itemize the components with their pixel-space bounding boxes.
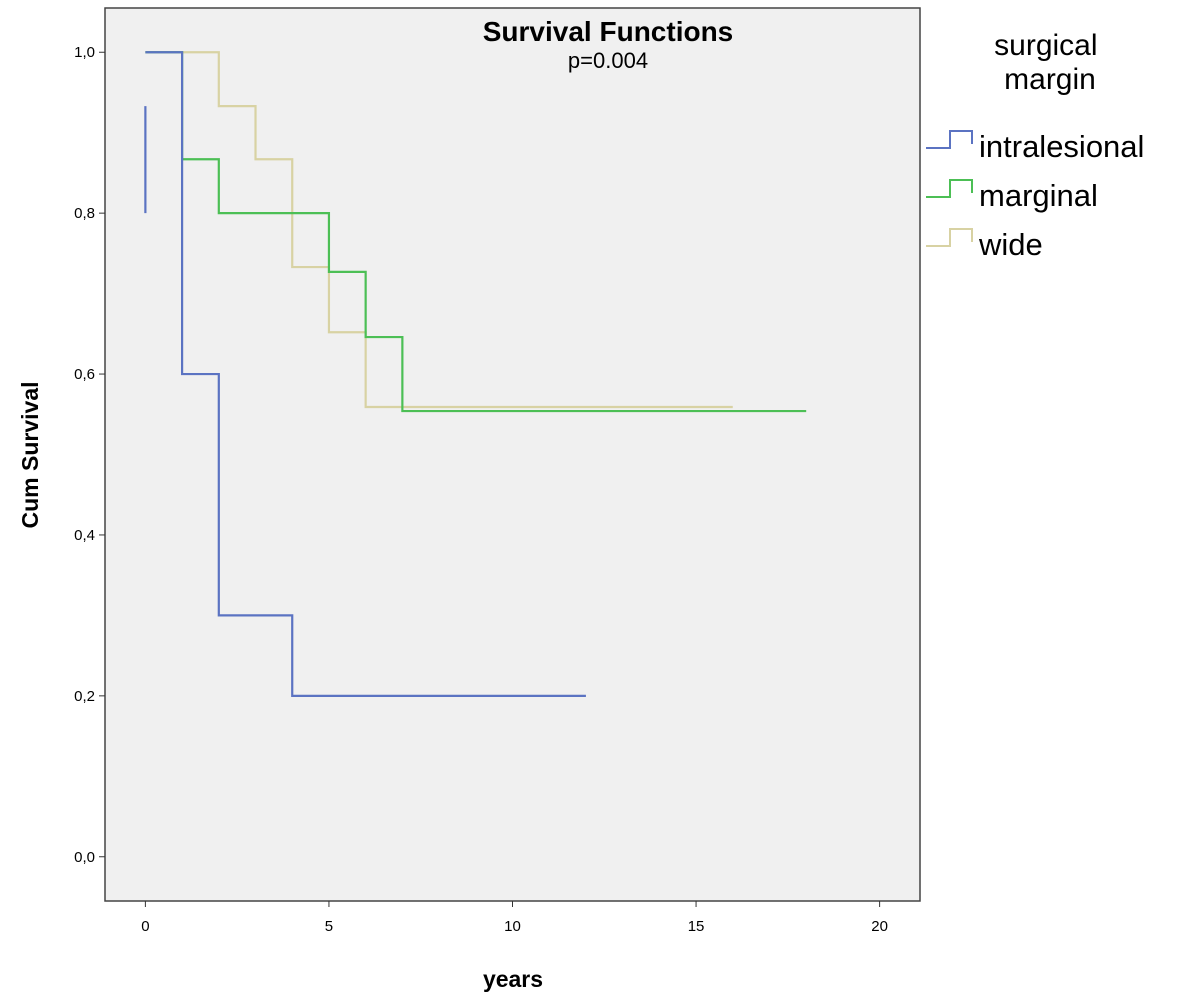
chart-subtitle: p=0.004 [568,48,648,73]
legend-items: intralesional marginal wide [926,129,1144,262]
y-tick-label: 0,4 [74,527,95,544]
x-tick-label: 0 [141,918,149,935]
x-axis: 0 5 10 15 20 [141,901,888,935]
y-tick-label: 1,0 [74,44,95,61]
legend: surgical margin intralesional marginal wid… [926,29,1144,262]
legend-title: surgical margin [994,29,1106,96]
legend-label-marginal: marginal [979,178,1098,213]
plot-area [104,7,921,902]
y-tick-label: 0,6 [74,366,95,383]
x-tick-label: 10 [504,918,521,935]
legend-title-line-1: surgical [994,29,1097,62]
legend-label-wide: wide [978,227,1043,262]
y-axis: 0,0 0,2 0,4 0,6 0,8 1,0 [74,44,105,866]
y-tick-label: 0,0 [74,849,95,866]
y-axis-label: Cum Survival [17,382,43,529]
y-tick-label: 0,8 [74,205,95,222]
legend-title-line-2: margin [1004,63,1096,96]
x-tick-label: 5 [325,918,333,935]
chart-title: Survival Functions [483,16,734,47]
x-tick-label: 20 [871,918,888,935]
series-lines [144,51,807,697]
legend-swatch-intralesional [926,130,973,149]
series-line-intralesional [144,51,586,697]
y-tick-label: 0,2 [74,688,95,705]
x-tick-label: 15 [688,918,705,935]
legend-swatch-marginal [926,179,973,198]
x-axis-label: years [483,966,543,992]
legend-swatch-wide [926,228,973,247]
legend-label-intralesional: intralesional [979,129,1144,164]
